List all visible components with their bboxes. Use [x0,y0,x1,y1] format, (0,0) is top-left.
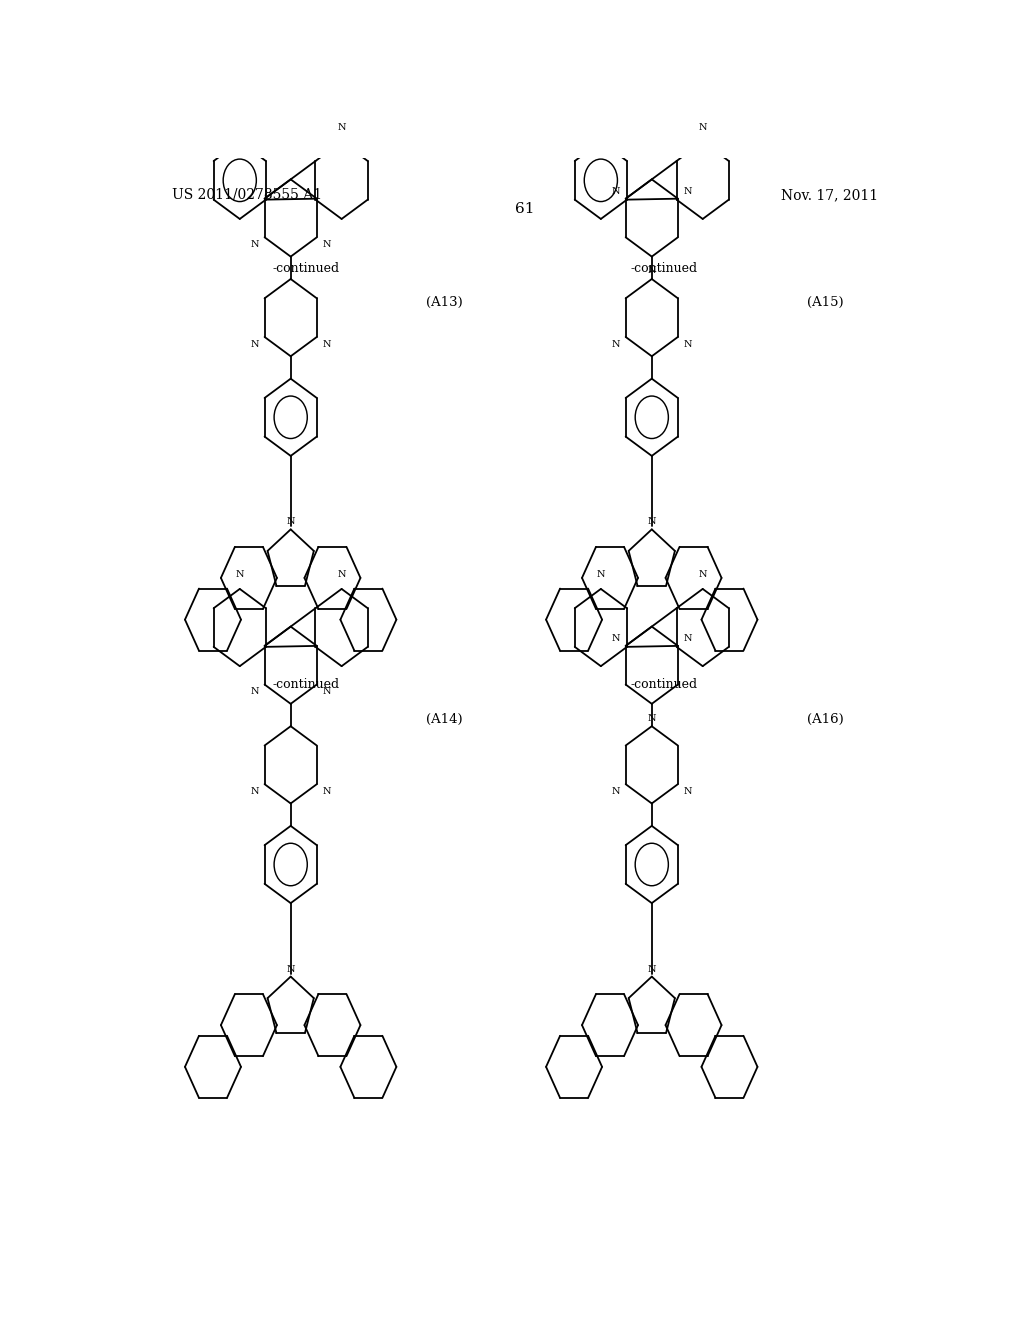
Text: N: N [323,339,331,348]
Text: N: N [323,787,331,796]
Text: 61: 61 [515,202,535,216]
Text: N: N [597,570,605,579]
Text: N: N [698,570,707,579]
Text: N: N [337,570,346,579]
Text: N: N [251,240,259,249]
Text: N: N [251,787,259,796]
Text: N: N [611,635,621,643]
Text: N: N [323,688,331,696]
Text: -continued: -continued [630,261,697,275]
Text: N: N [251,688,259,696]
Text: US 2011/0278555 A1: US 2011/0278555 A1 [172,187,322,202]
Text: N: N [647,517,656,527]
Text: N: N [287,517,295,527]
Text: N: N [683,787,692,796]
Text: N: N [647,714,656,722]
Text: -continued: -continued [630,678,697,692]
Text: N: N [647,965,656,974]
Text: N: N [683,187,692,197]
Text: N: N [611,187,621,197]
Text: -continued: -continued [273,678,340,692]
Text: N: N [323,240,331,249]
Text: N: N [251,339,259,348]
Text: (A13): (A13) [426,296,463,309]
Text: Nov. 17, 2011: Nov. 17, 2011 [781,187,878,202]
Text: (A16): (A16) [807,713,844,726]
Text: N: N [337,123,346,132]
Text: N: N [611,339,621,348]
Text: -continued: -continued [273,261,340,275]
Text: N: N [611,787,621,796]
Text: N: N [698,123,707,132]
Text: (A15): (A15) [807,296,843,309]
Text: N: N [683,635,692,643]
Text: N: N [683,339,692,348]
Text: N: N [236,570,244,579]
Text: N: N [287,965,295,974]
Text: N: N [647,267,656,276]
Text: (A14): (A14) [426,713,462,726]
